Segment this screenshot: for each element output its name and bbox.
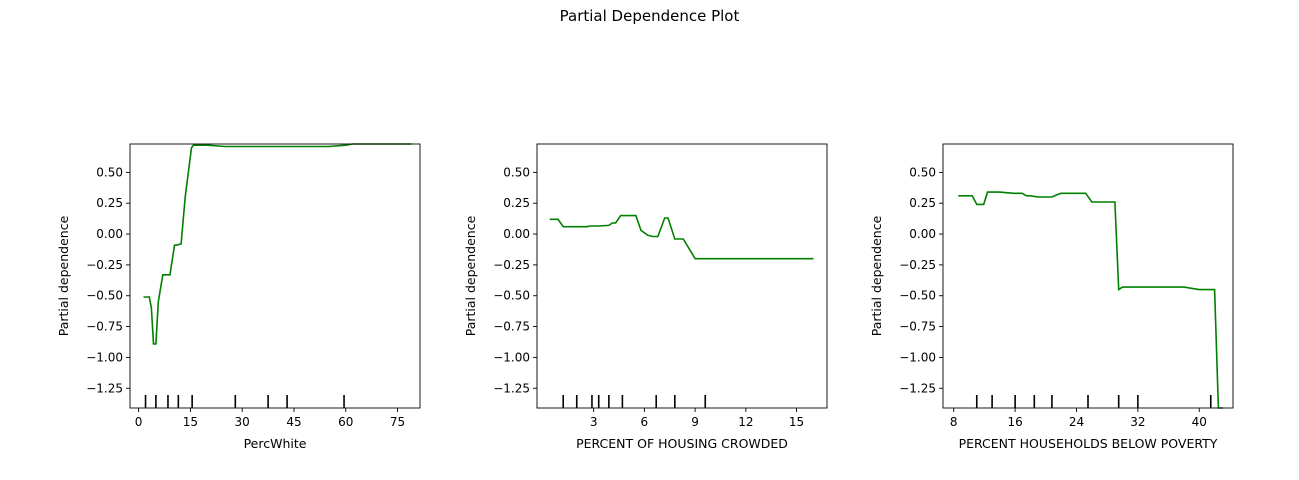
x-tick-label: 60 <box>338 415 353 429</box>
y-tick-label: −0.25 <box>493 258 530 272</box>
x-tick-label: 30 <box>235 415 250 429</box>
y-tick-label: −0.50 <box>899 289 936 303</box>
y-tick-label: −1.25 <box>493 381 530 395</box>
pd-line <box>143 143 412 345</box>
y-tick-label: −0.75 <box>493 320 530 334</box>
x-tick-label: 3 <box>590 415 598 429</box>
y-tick-label: −0.25 <box>86 258 123 272</box>
pd-line <box>958 191 1223 409</box>
y-tick-label: −1.25 <box>86 381 123 395</box>
subplot-1: 0 15 30 45 60 75 0.50 0.25 0.00 −0.25 −0.50 −0.75 −1… <box>56 143 421 451</box>
subplot-2: 3 6 9 12 15 0.50 0.25 0.00 −0.25 −0.50 −0.75 −1.00 −… <box>463 143 828 451</box>
pd-line <box>549 214 814 260</box>
x-axis-label: PERCENT OF HOUSING CROWDED <box>576 436 788 451</box>
y-tick-label: 0.50 <box>909 165 936 179</box>
y-axis-label: Partial dependence <box>463 215 478 336</box>
y-tick-label: −0.75 <box>86 320 123 334</box>
y-tick-label: −1.00 <box>899 350 936 364</box>
y-tick-label: 0.00 <box>909 227 936 241</box>
x-tick-label: 32 <box>1130 415 1145 429</box>
y-tick-label: −1.00 <box>493 350 530 364</box>
y-tick-label: −0.75 <box>899 320 936 334</box>
x-tick-label: 0 <box>135 415 143 429</box>
y-tick-label: −1.25 <box>899 381 936 395</box>
x-tick-label: 45 <box>286 415 301 429</box>
x-tick-label: 16 <box>1007 415 1022 429</box>
x-axis-label: PERCENT HOUSEHOLDS BELOW POVERTY <box>959 436 1218 451</box>
y-tick-label: 0.00 <box>96 227 123 241</box>
x-tick-label: 24 <box>1069 415 1084 429</box>
axes-frame <box>942 143 1234 409</box>
subplot-3: 8 16 24 32 40 0.50 0.25 0.00 −0.25 −0.50 −0.75 −1.0… <box>869 143 1234 451</box>
y-tick-label: −0.25 <box>899 258 936 272</box>
y-tick-label: 0.25 <box>96 196 123 210</box>
y-tick-label: 0.25 <box>909 196 936 210</box>
y-tick-label: −0.50 <box>86 289 123 303</box>
x-tick-label: 15 <box>183 415 198 429</box>
figure-title: Partial Dependence Plot <box>559 7 740 25</box>
x-tick-label: 8 <box>950 415 958 429</box>
x-tick-label: 9 <box>691 415 699 429</box>
x-tick-label: 12 <box>738 415 753 429</box>
y-axis-label: Partial dependence <box>869 215 884 336</box>
y-tick-label: −1.00 <box>86 350 123 364</box>
x-tick-label: 40 <box>1192 415 1207 429</box>
x-tick-label: 6 <box>641 415 649 429</box>
x-axis-label: PercWhite <box>244 436 307 451</box>
axes-frame <box>536 143 828 409</box>
y-tick-label: 0.50 <box>503 165 530 179</box>
axes-frame <box>129 143 421 409</box>
y-tick-label: 0.00 <box>503 227 530 241</box>
y-tick-label: 0.25 <box>503 196 530 210</box>
y-tick-label: 0.50 <box>96 165 123 179</box>
y-tick-label: −0.50 <box>493 289 530 303</box>
x-tick-label: 75 <box>390 415 405 429</box>
y-axis-label: Partial dependence <box>56 215 71 336</box>
x-tick-label: 15 <box>789 415 804 429</box>
